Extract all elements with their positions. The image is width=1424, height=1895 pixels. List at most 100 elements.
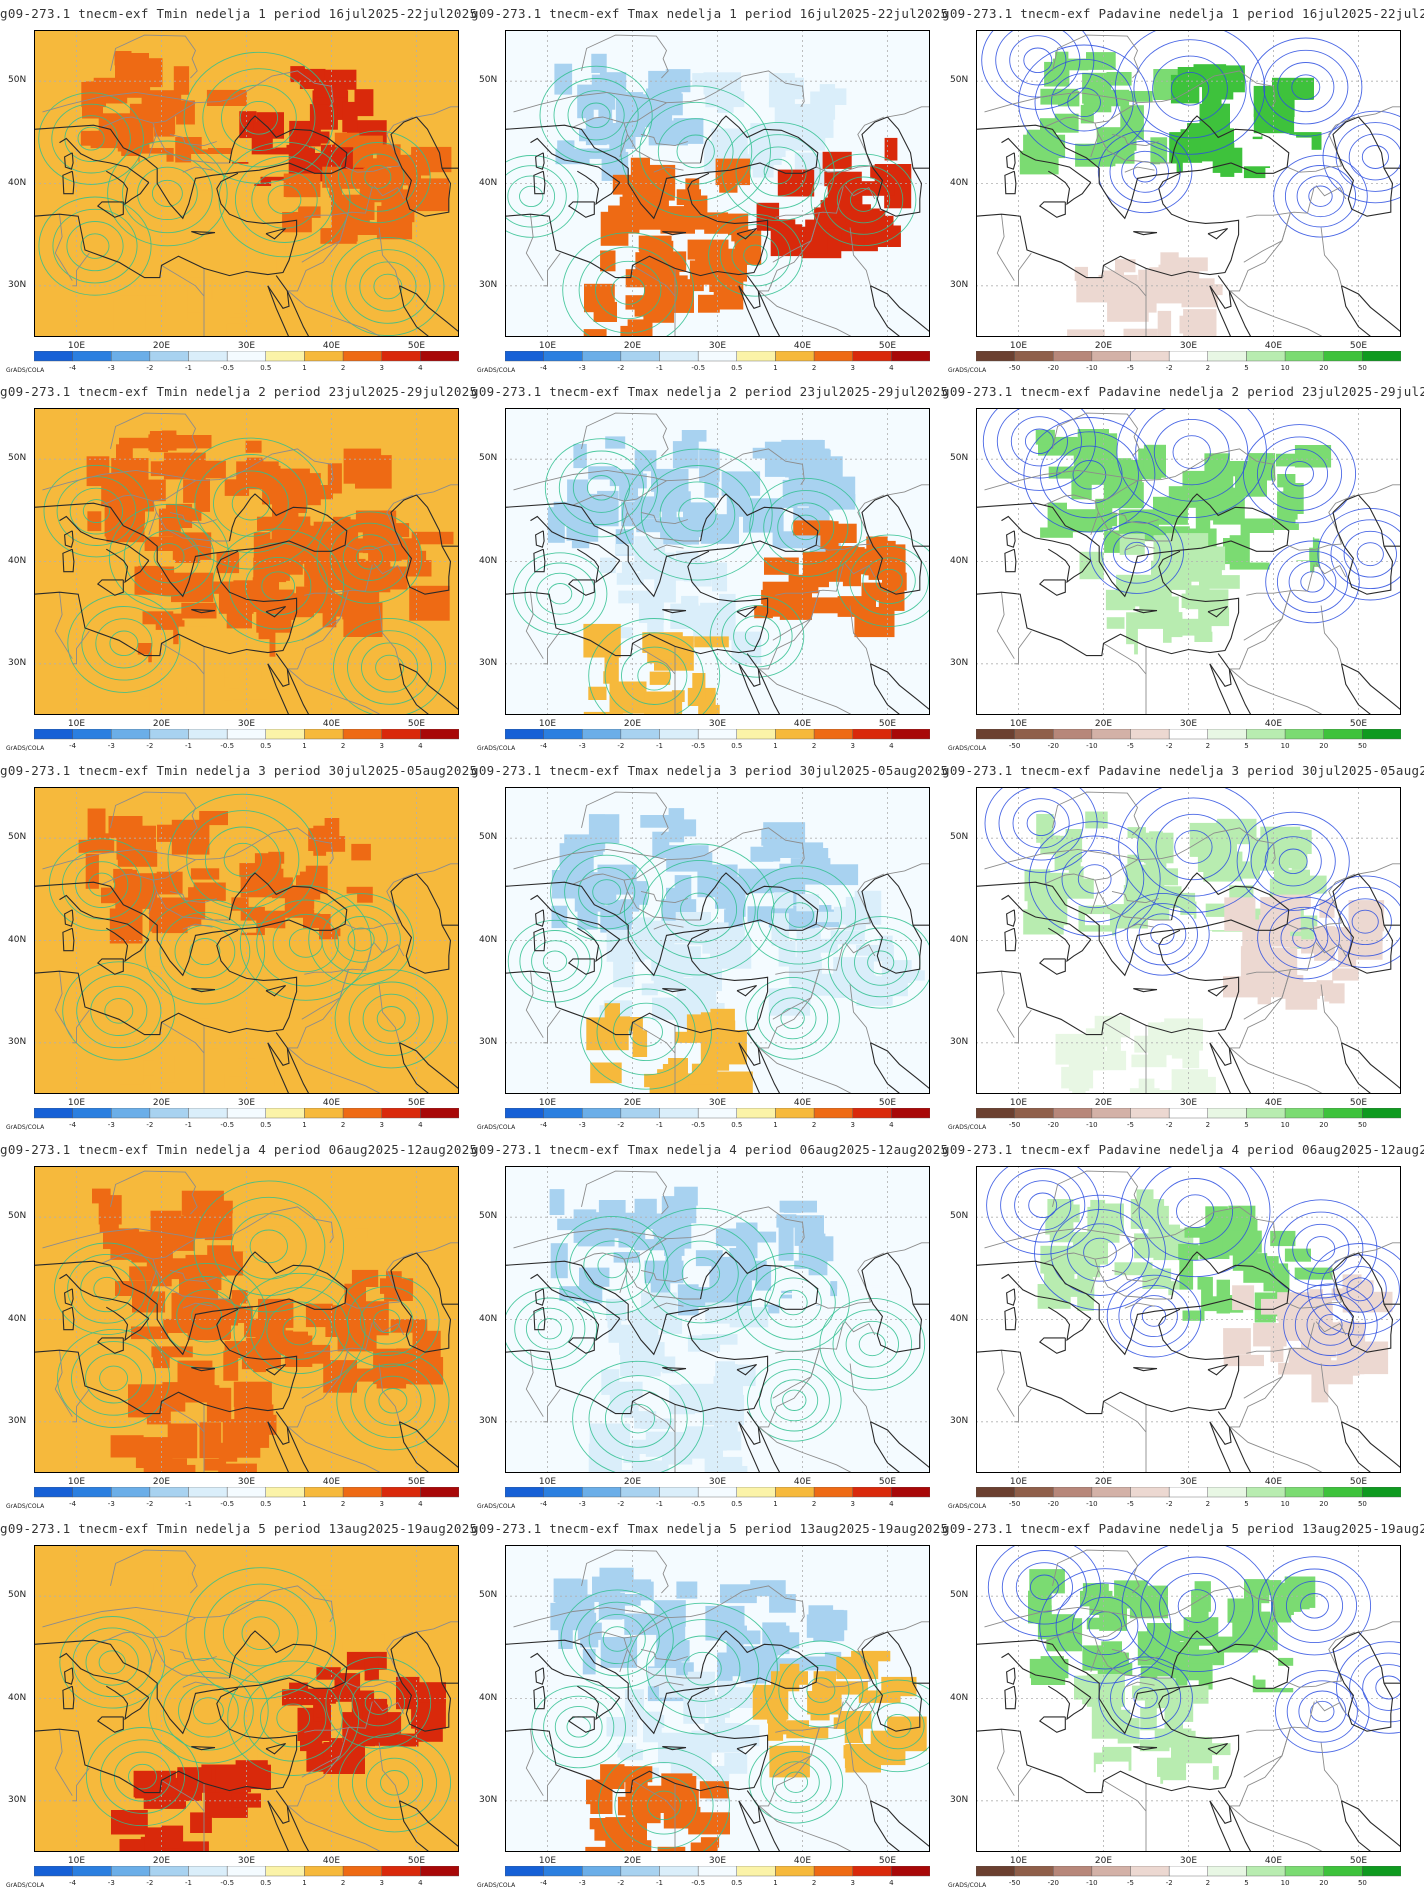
colorbar-swatch [420,351,459,362]
anomaly-cell [1270,1341,1284,1363]
colorbar-swatch [1362,351,1401,362]
coastline [34,1630,348,1735]
country-border [984,91,1175,113]
colorbar-label: 1 [302,364,306,372]
colorbar-swatch [813,1108,853,1119]
contour-line [1121,1545,1273,1673]
country-border [72,1009,90,1044]
panel-title: g09-273.1 tnecm-exf Padavine nedelja 1 p… [942,6,1424,21]
anomaly-cell [634,450,657,472]
contour-line [1039,1568,1172,1684]
colorbar-label: 0.5 [260,364,271,372]
anomaly-cell [1028,1590,1052,1624]
contour-line [742,865,857,965]
country-border [1098,1270,1172,1300]
contour-line [1083,1237,1117,1268]
colorbar-label: 20 [1319,1121,1328,1129]
coastline [1332,116,1394,217]
colorbar-label: -2 [146,1879,153,1887]
colorbar-label: 5 [1244,1121,1248,1129]
coastline [1048,927,1092,963]
colorbar-swatch [891,1866,930,1877]
coastline [533,927,546,952]
colorbar-swatch [265,351,305,362]
colorbar: -50 -20 -10 -5 -2 2 5 10 20 50 [976,351,1401,372]
lon-tick-label: 40E [323,1856,340,1866]
contour-line [88,872,116,897]
anomaly-cell [234,920,257,933]
colorbar-swatch [1091,1866,1131,1877]
lat-tick-label: 40N [8,177,27,188]
coastline [738,663,761,715]
country-border [513,1606,704,1628]
contour-line [595,260,662,320]
contour-line [598,1747,730,1852]
coastline [286,668,310,715]
coastline [62,927,75,952]
anomaly-cell [206,89,247,106]
panel-title: g09-273.1 tnecm-exf Tmax nedelja 4 perio… [471,1142,949,1157]
anomaly-cell [1224,1652,1266,1676]
contour-line [996,408,1082,479]
coastline [286,1047,310,1094]
anomaly-cell [700,1837,720,1848]
anomaly-cell [87,808,106,840]
contour-line [1072,1596,1139,1656]
country-border [1174,448,1276,486]
contour-line [764,1640,878,1740]
coastline [1038,579,1066,596]
coastline [567,1716,595,1733]
anomaly-map: 10E 20E 30E 40E 50E [34,1166,459,1487]
coastline [267,1032,290,1066]
anomaly-cell [747,906,773,923]
anomaly-cell [307,1630,321,1666]
colorbar-swatch [111,1487,151,1498]
anomaly-cell [151,629,174,666]
coastline [1001,894,1092,940]
country-border [758,668,854,715]
lon-tick-label: 10E [539,341,556,351]
contour-line [189,938,221,966]
map-frame [34,1545,459,1852]
colorbar-swatch [342,1108,382,1119]
country-border [1315,942,1347,957]
coastline [96,201,124,218]
country-border [373,1321,405,1336]
anomaly-cell [1301,1727,1315,1759]
anomaly-cell [755,516,772,531]
contour-line [709,594,805,678]
anomaly-cell [726,1724,760,1747]
country-border [996,592,1015,659]
coastline [1004,170,1017,195]
anomaly-cell [343,448,382,484]
anomaly-map: 10E 20E 30E 40E 50E [34,30,459,351]
anomaly-cell [282,487,311,500]
lat-tick-label: 50N [950,1211,969,1222]
contour-line [823,165,904,235]
colorbar-label: 20 [1319,1879,1328,1887]
colorbar: -50 -20 -10 -5 -2 2 5 10 20 50 [976,1487,1401,1508]
anomaly-cell [1212,76,1234,100]
contour-line [572,462,630,513]
contour-line [1242,424,1357,524]
coastline [34,929,298,1036]
anomaly-cell [109,908,143,944]
country-border [101,859,196,885]
contour-line [871,1702,925,1750]
contour-line [763,490,849,565]
contour-line [1152,55,1228,122]
contour-line [355,545,383,570]
country-border [1315,1700,1347,1715]
country-border [373,563,405,578]
country-border [1229,1805,1325,1852]
anomaly-cell [161,1586,198,1611]
contour-line [1270,448,1329,499]
lon-tick-label: 30E [709,1098,726,1108]
colorbar-label: 4 [418,1500,423,1508]
anomaly-cell [1279,1708,1294,1727]
contour-line [792,1665,850,1716]
anomaly-cell [1187,1462,1227,1473]
contour-line [212,528,345,644]
colorbar-label: -3 [108,1121,115,1129]
colorbar-swatch [659,1108,699,1119]
